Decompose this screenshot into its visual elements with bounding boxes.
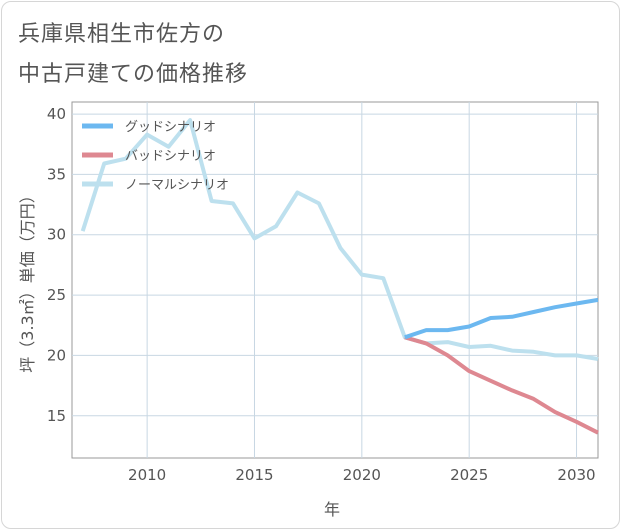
y-tick-label: 15 <box>47 407 66 425</box>
x-axis-label: 年 <box>324 500 340 519</box>
y-tick-label: 35 <box>47 165 66 183</box>
x-tick-label: 2015 <box>235 466 273 484</box>
y-tick-label: 40 <box>47 105 66 123</box>
x-tick-label: 2010 <box>128 466 166 484</box>
legend-label-0: グッドシナリオ <box>125 120 216 135</box>
series-line-2 <box>80 118 599 361</box>
legend-label-1: バッドシナリオ <box>125 149 216 164</box>
series-line-1 <box>404 335 599 435</box>
x-tick-label: 2025 <box>450 466 488 484</box>
y-tick-label: 20 <box>47 346 66 364</box>
y-tick-label: 25 <box>47 286 66 304</box>
x-tick-label: 2030 <box>557 466 595 484</box>
y-tick-label: 30 <box>47 226 66 244</box>
chart-title-line2: 中古戸建ての価格推移 <box>18 62 249 87</box>
x-tick-label: 2020 <box>343 466 381 484</box>
x-tick-labels: 2010 2015 2020 2025 2030 <box>128 466 596 484</box>
plot-area <box>71 101 599 459</box>
legend-label-2: ノーマルシナリオ <box>125 178 229 193</box>
series-lines <box>80 118 599 435</box>
chart-title-line1: 兵庫県相生市佐方の <box>18 22 226 47</box>
y-tick-labels: 15 20 25 30 35 40 <box>47 105 66 425</box>
y-axis-label: 坪（3.3㎡）単価（万円） <box>18 187 37 372</box>
series-line-0 <box>404 297 599 340</box>
